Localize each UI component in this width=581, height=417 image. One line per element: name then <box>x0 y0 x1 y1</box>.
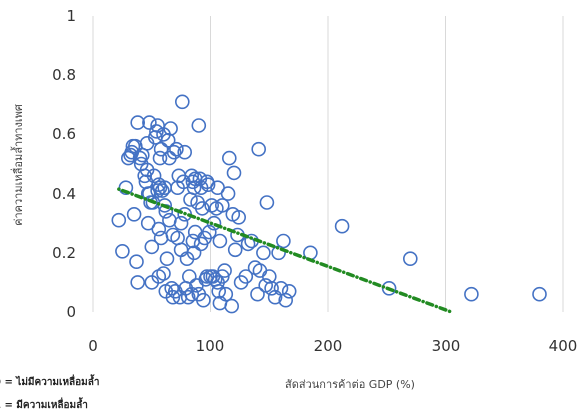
data-point <box>164 280 179 296</box>
y-axis-ticks: 0 0.2 0.4 0.6 0.8 1 <box>52 7 76 321</box>
data-point <box>150 183 165 198</box>
data-point <box>231 210 246 225</box>
data-point <box>169 141 184 157</box>
data-point <box>159 251 175 267</box>
data-point <box>251 141 267 157</box>
data-point <box>163 121 178 136</box>
data-point <box>212 233 228 249</box>
data-point <box>202 224 217 240</box>
note-one: 1 = มีความเหลื่อมล้ำ <box>0 400 88 411</box>
data-point <box>334 218 350 234</box>
data-point <box>220 186 236 201</box>
data-point <box>222 150 237 166</box>
data-point <box>153 230 169 246</box>
data-point <box>261 269 277 284</box>
data-point <box>142 115 157 130</box>
data-point <box>217 263 232 278</box>
data-point <box>132 150 148 166</box>
data-point <box>247 260 263 275</box>
y-tick-label: 1 <box>66 7 76 25</box>
data-point <box>173 215 189 231</box>
data-point <box>215 198 230 213</box>
data-point <box>252 263 268 278</box>
x-tick-label: 400 <box>549 337 578 355</box>
data-point <box>165 227 181 243</box>
y-tick-label: 0 <box>66 303 76 321</box>
data-point <box>111 212 127 228</box>
data-point <box>146 168 162 184</box>
data-point <box>156 266 171 281</box>
data-point <box>166 144 182 160</box>
data-point <box>177 144 192 160</box>
x-tick-label: 0 <box>88 337 98 355</box>
trendline-path <box>117 187 454 314</box>
data-point <box>240 236 256 252</box>
data-point <box>130 115 145 130</box>
data-point <box>115 244 130 259</box>
data-point <box>238 269 254 284</box>
data-point <box>152 150 168 166</box>
data-point <box>129 254 144 270</box>
data-point <box>532 286 547 302</box>
data-point <box>212 295 228 311</box>
data-point <box>130 275 145 290</box>
data-point <box>152 180 168 195</box>
data-point <box>184 286 199 302</box>
data-point <box>173 242 189 258</box>
data-point <box>303 245 318 261</box>
data-point <box>196 292 211 308</box>
data-point <box>273 280 289 296</box>
data-point <box>162 212 177 228</box>
y-tick-label: 0.4 <box>52 185 76 203</box>
data-point <box>151 221 167 237</box>
data-point <box>187 224 203 240</box>
data-point <box>227 242 243 258</box>
data-point <box>256 245 271 261</box>
data-point <box>126 207 142 222</box>
x-tick-label: 200 <box>314 337 343 355</box>
data-point <box>195 201 210 216</box>
data-point <box>191 118 207 133</box>
y-axis-title: ค่าความเหลื่อมล้ำทางเพศ <box>10 104 25 226</box>
data-point <box>226 165 242 181</box>
data-point <box>218 286 234 302</box>
data-points <box>111 94 547 314</box>
data-point <box>182 269 197 284</box>
data-point <box>402 251 418 267</box>
data-point <box>224 298 239 314</box>
data-point <box>180 289 196 305</box>
trendline <box>117 187 454 314</box>
x-axis-ticks: 0 100 200 300 400 <box>88 337 577 355</box>
data-point <box>264 280 279 296</box>
data-point <box>170 230 185 246</box>
data-point <box>155 183 170 198</box>
gridlines <box>92 16 564 312</box>
data-point <box>259 195 275 210</box>
data-point <box>200 177 216 192</box>
data-point <box>281 283 297 299</box>
data-point <box>149 124 164 139</box>
x-tick-label: 300 <box>432 337 461 355</box>
data-point <box>144 239 160 255</box>
x-axis-title: สัดส่วนการค้าต่อ GDP (%) <box>285 378 415 391</box>
y-tick-label: 0.6 <box>52 125 76 143</box>
data-point <box>250 286 265 302</box>
y-tick-label: 0.8 <box>52 66 76 84</box>
y-tick-label: 0.2 <box>52 244 76 262</box>
data-point <box>464 286 479 302</box>
data-point <box>175 94 190 110</box>
note-zero: 0 = ไม่มีความเหลื่อมล้ำ <box>0 377 100 388</box>
data-point <box>276 233 291 249</box>
data-point <box>278 292 294 308</box>
data-point <box>211 283 226 299</box>
x-tick-label: 100 <box>196 337 225 355</box>
data-point <box>185 233 201 249</box>
data-point <box>186 245 202 261</box>
